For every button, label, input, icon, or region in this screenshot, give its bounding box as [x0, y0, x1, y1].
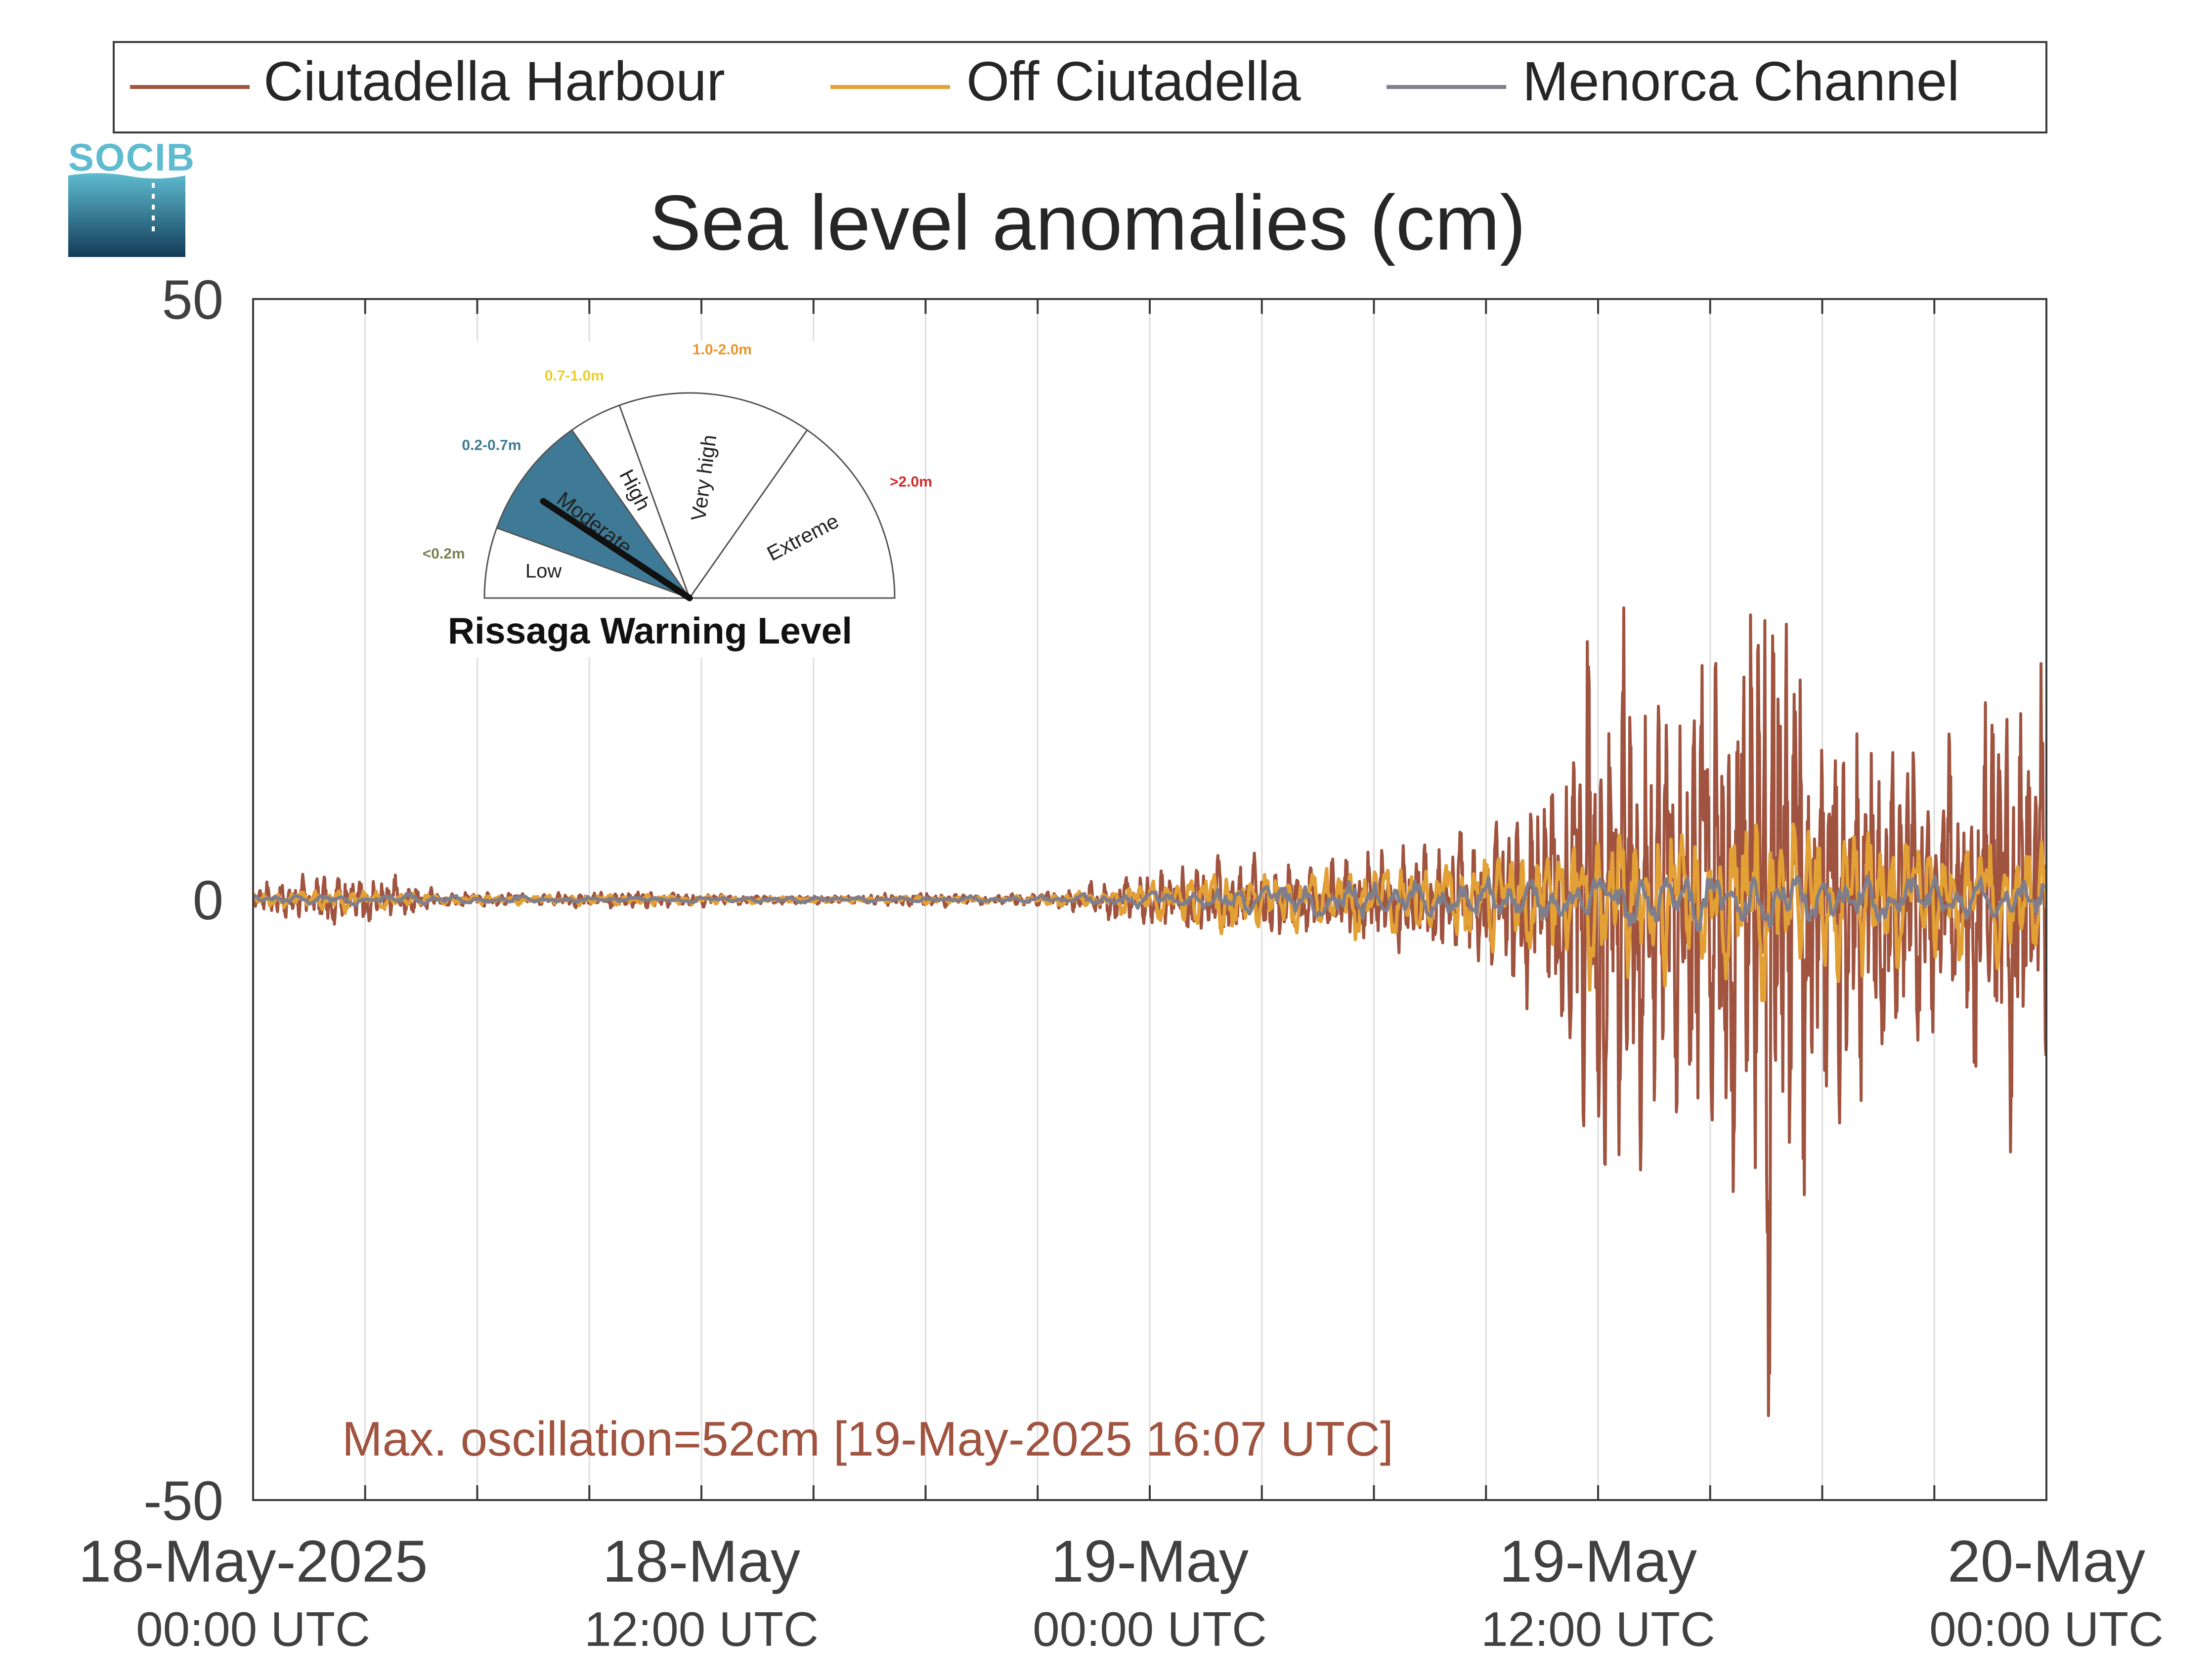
gauge-sector-extreme	[688, 429, 896, 599]
x-tick-time: 00:00 UTC	[1033, 1602, 1267, 1656]
gauge-title: Rissaga Warning Level	[448, 610, 852, 651]
gauge-sector-moderate	[496, 429, 692, 600]
gauge-range-label: 1.0-2.0m	[693, 342, 752, 358]
x-tick: 20-May 00:00 UTC	[1929, 1528, 2164, 1656]
gauge-needle	[540, 498, 693, 602]
legend-entry-off-ciutadella: Off Ciutadella	[830, 50, 1301, 112]
x-tick: 18-May-2025 00:00 UTC	[78, 1528, 428, 1656]
gauge-range-label: 0.7-1.0m	[545, 368, 604, 384]
y-axis: -50 0 50	[143, 269, 223, 1532]
x-tick-date: 19-May	[1051, 1528, 1249, 1594]
x-tick-time: 12:00 UTC	[584, 1602, 819, 1656]
x-tick: 19-May 12:00 UTC	[1481, 1528, 1715, 1656]
x-tick-time: 12:00 UTC	[1481, 1602, 1715, 1656]
series-line-menorca-channel	[253, 875, 2046, 932]
gauge-range-label: 0.2-0.7m	[462, 437, 521, 453]
socib-logo: SOCIB	[68, 135, 195, 257]
legend-box	[113, 41, 2047, 133]
legend-entry-ciutadella-harbour: Ciutadella Harbour	[130, 50, 725, 112]
gauge-level-label: Low	[525, 560, 562, 582]
legend-entry-menorca-channel: Menorca Channel	[1387, 50, 1959, 112]
gauge-range-label: <0.2m	[423, 546, 465, 562]
legend-label-ciutadella-harbour: Ciutadella Harbour	[263, 50, 725, 112]
x-tick-date: 18-May	[603, 1528, 800, 1594]
gauge-sector-low	[483, 527, 690, 599]
x-tick-time: 00:00 UTC	[1929, 1602, 2164, 1656]
x-tick-date: 19-May	[1499, 1528, 1697, 1594]
x-tick-date: 20-May	[1948, 1528, 2145, 1594]
series-layer	[253, 606, 2046, 1418]
gauge-sector-very-high	[618, 392, 809, 600]
legend: Ciutadella Harbour Off Ciutadella Menorc…	[113, 41, 2047, 133]
x-tick: 19-May 00:00 UTC	[1033, 1528, 1267, 1656]
gauge-sectors	[483, 392, 896, 600]
legend-label-menorca-channel: Menorca Channel	[1522, 50, 1959, 112]
x-tick: 18-May 12:00 UTC	[584, 1528, 819, 1656]
gauge-range-label: >2.0m	[890, 474, 932, 490]
legend-label-off-ciutadella: Off Ciutadella	[966, 50, 1301, 112]
y-tick-label: 50	[162, 269, 223, 331]
rissaga-warning-gauge: Low<0.2m Moderate0.2-0.7mHigh0.7-1.0mVery…	[395, 341, 932, 657]
x-tick-time: 00:00 UTC	[136, 1602, 370, 1656]
socib-logo-wave	[68, 173, 185, 257]
chart-title: Sea level anomalies (cm)	[649, 179, 1526, 266]
y-tick-label: -50	[143, 1470, 223, 1532]
y-tick-label: 0	[193, 869, 223, 931]
max-oscillation-annotation: Max. oscillation=52cm [19-May-2025 16:07…	[342, 1412, 1393, 1466]
x-tick-date: 18-May-2025	[78, 1528, 428, 1594]
socib-logo-text: SOCIB	[68, 135, 195, 179]
axis-ticks	[364, 299, 1936, 1500]
